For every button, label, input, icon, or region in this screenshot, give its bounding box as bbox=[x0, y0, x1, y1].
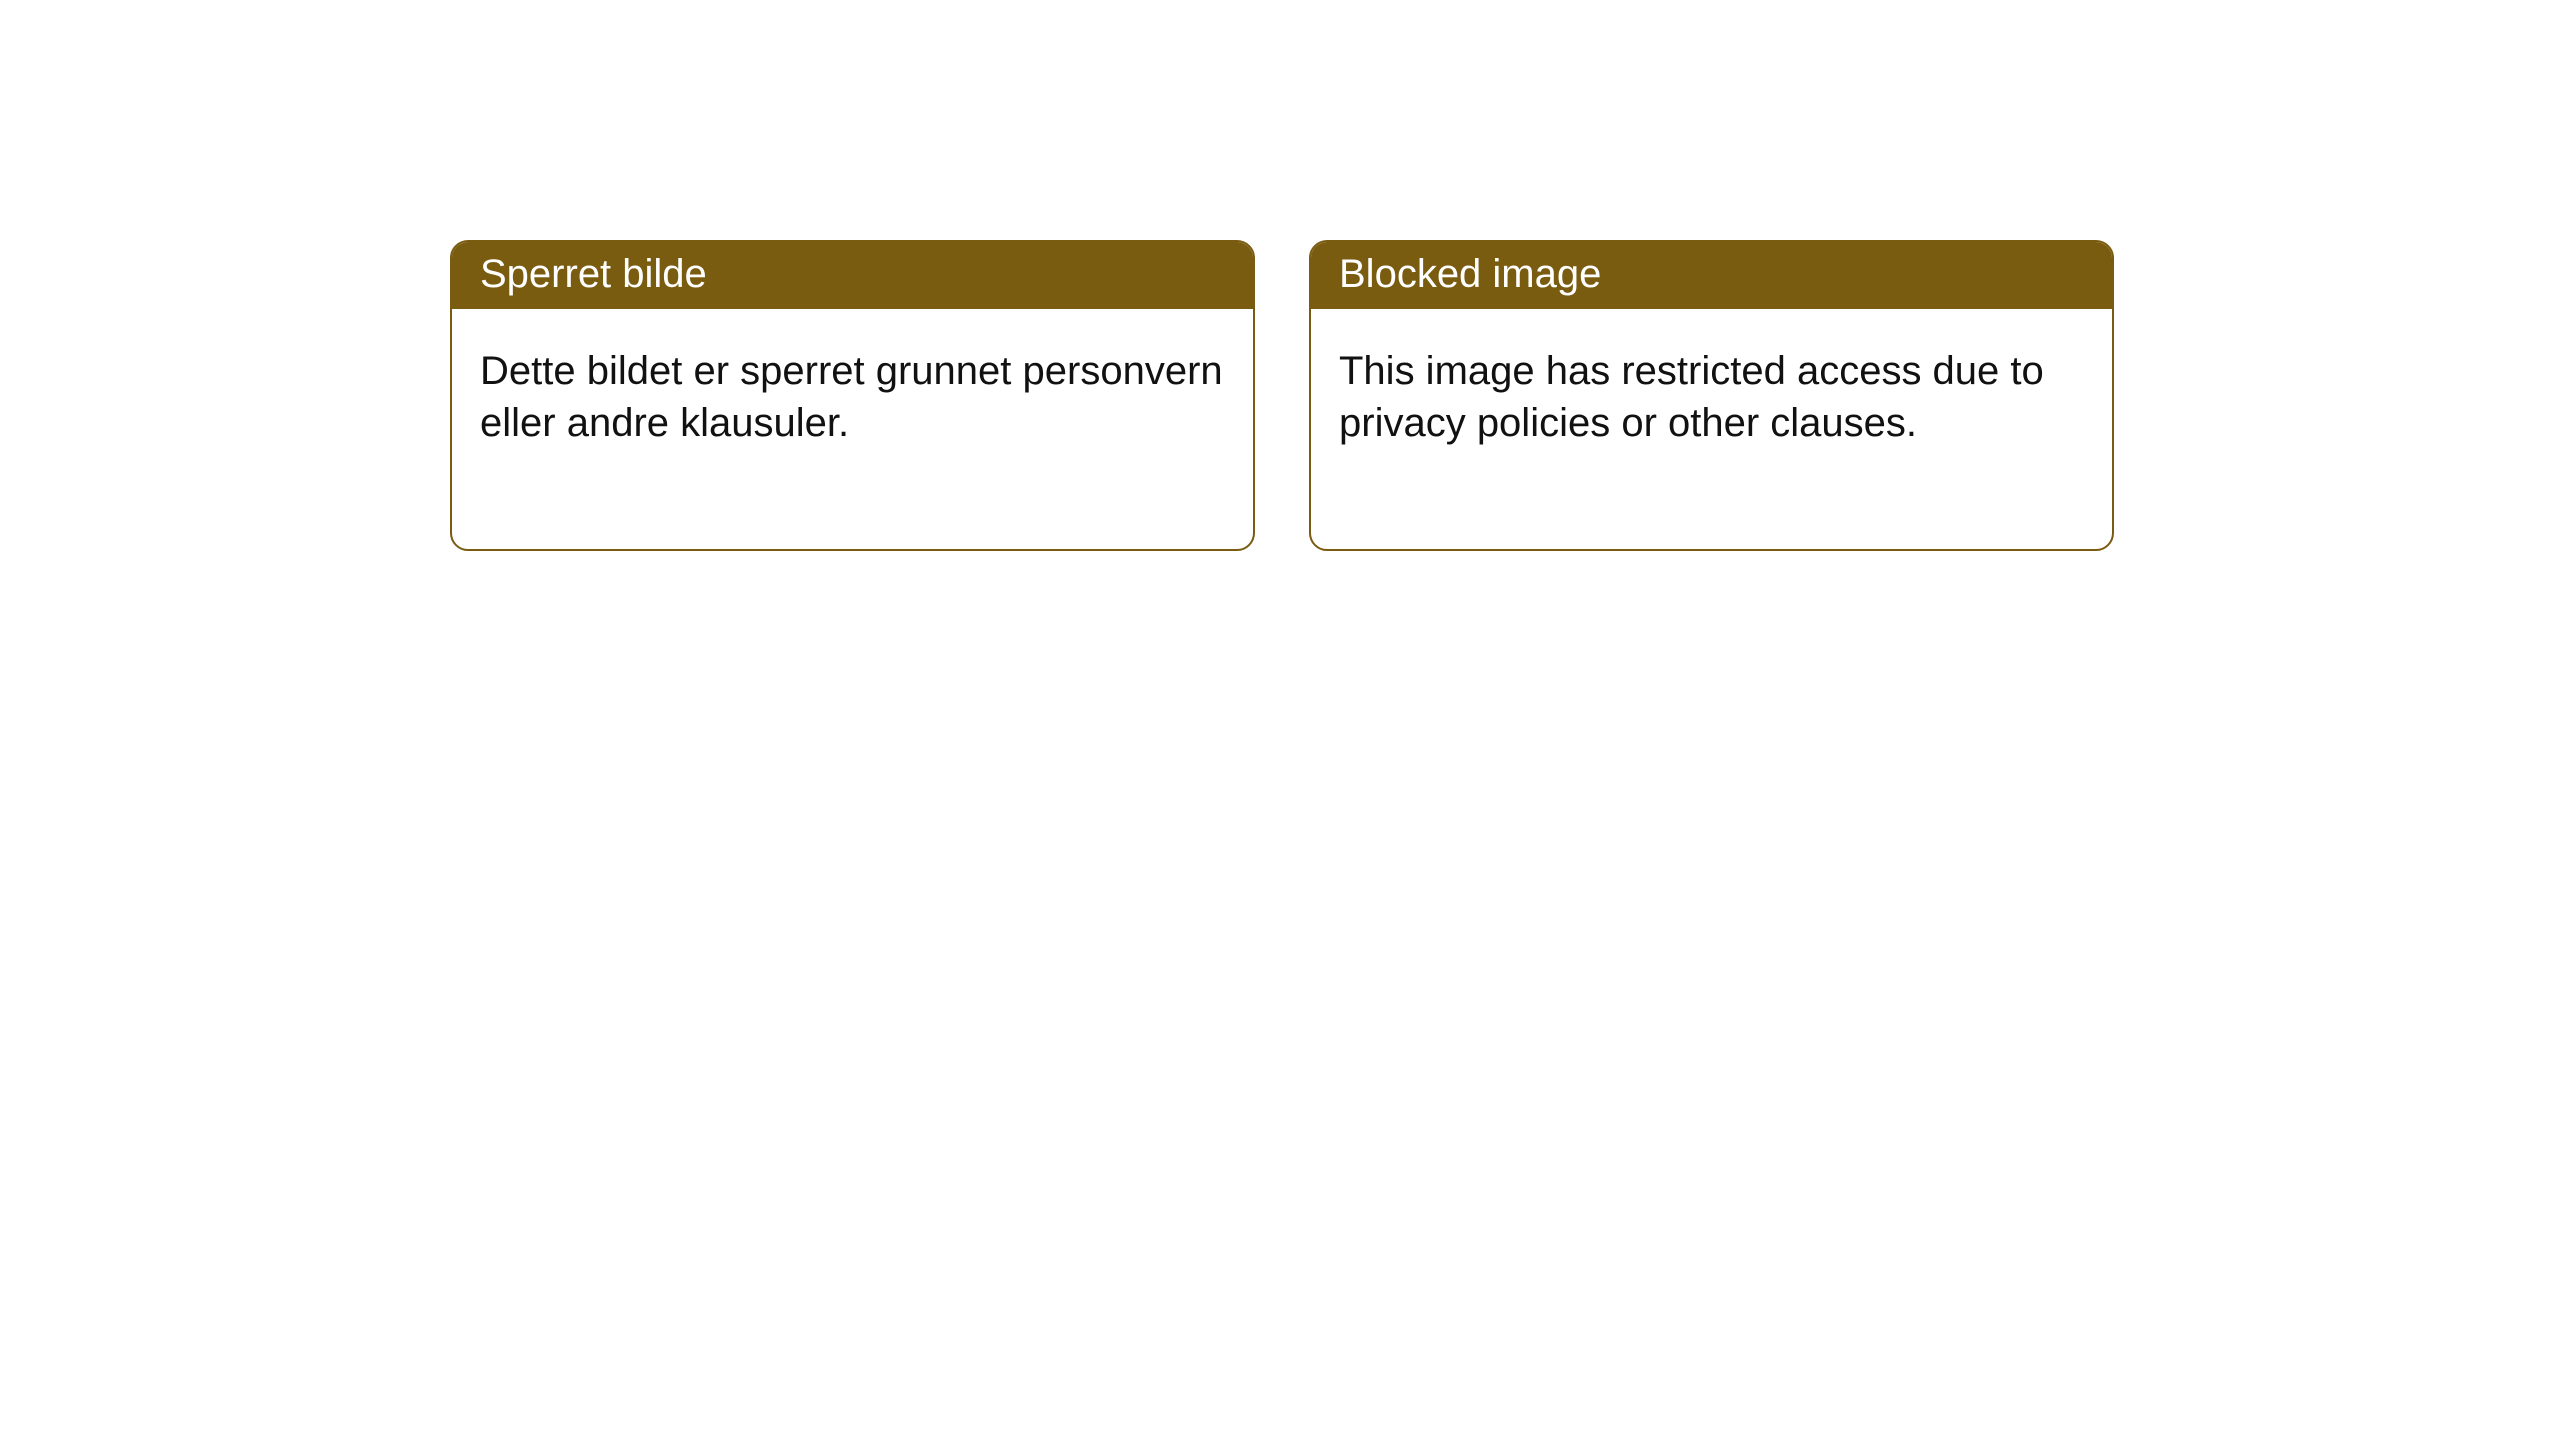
notice-card-title: Sperret bilde bbox=[452, 242, 1253, 309]
notice-card-norwegian: Sperret bilde Dette bildet er sperret gr… bbox=[450, 240, 1255, 551]
notice-card-body: Dette bildet er sperret grunnet personve… bbox=[452, 309, 1253, 549]
notice-card-body: This image has restricted access due to … bbox=[1311, 309, 2112, 549]
notice-card-english: Blocked image This image has restricted … bbox=[1309, 240, 2114, 551]
blocked-image-notices: Sperret bilde Dette bildet er sperret gr… bbox=[450, 240, 2114, 551]
notice-card-title: Blocked image bbox=[1311, 242, 2112, 309]
